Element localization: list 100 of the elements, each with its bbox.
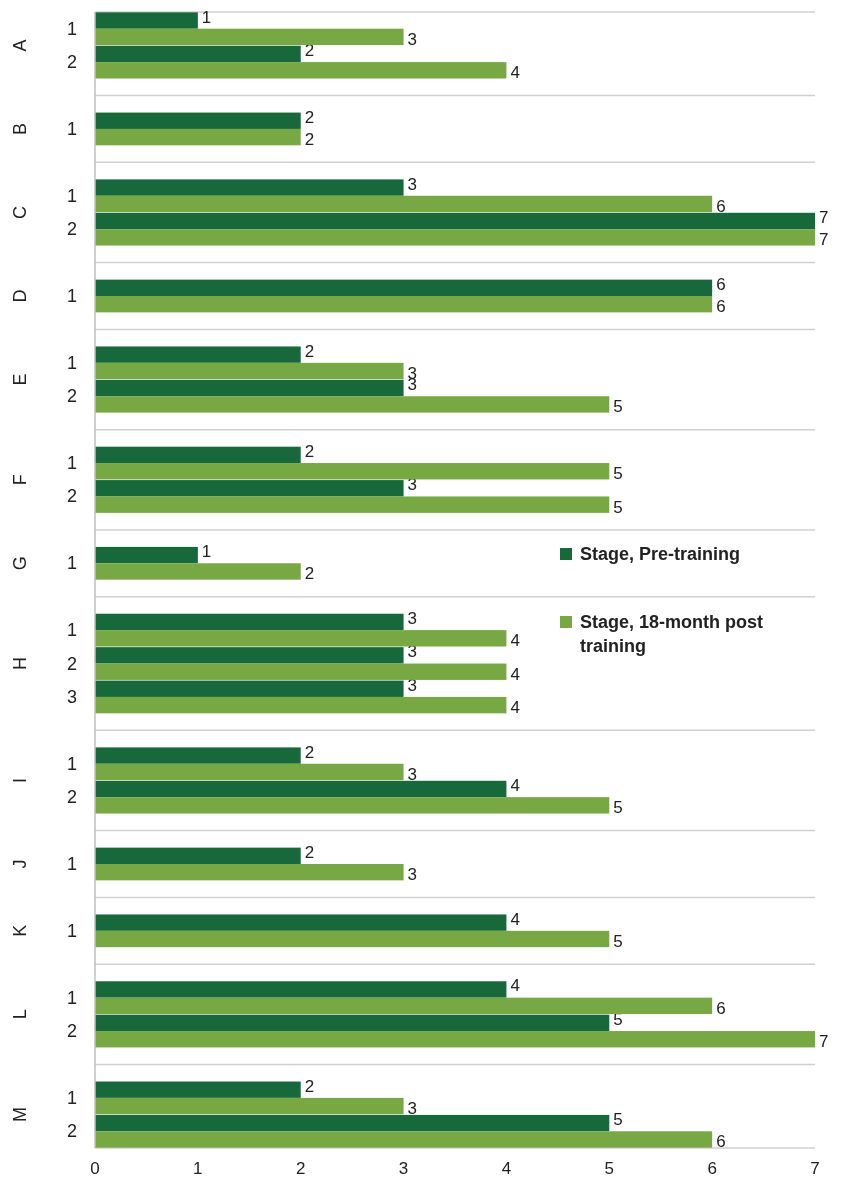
bar [95, 613, 404, 631]
bar [95, 279, 713, 296]
legend-label: Stage, 18-month post training [580, 612, 764, 656]
y-tick-label: 2 [66, 787, 78, 808]
data-label: 1 [201, 7, 212, 27]
y-tick-label: 1 [66, 620, 78, 641]
bar [95, 379, 404, 397]
y-tick-label: 1 [66, 185, 78, 206]
data-label: 3 [407, 608, 418, 628]
bar [95, 763, 404, 781]
data-label: 3 [407, 29, 418, 49]
data-label: 4 [510, 976, 520, 996]
bar [95, 864, 404, 881]
text: G [10, 556, 30, 571]
bar [95, 62, 507, 79]
data-label: 3 [407, 865, 418, 885]
y-tick-label: 2 [66, 653, 78, 674]
data-label: 2 [304, 130, 315, 150]
bar [95, 930, 610, 948]
y-tick-label: 2 [66, 219, 78, 240]
data-label: 6 [716, 196, 726, 216]
y-tick-label: 1 [66, 286, 78, 306]
bar [95, 780, 507, 798]
data-label: 2 [304, 441, 315, 461]
data-label: 1 [201, 542, 212, 562]
text: L [10, 1009, 30, 1020]
text: I [10, 777, 30, 783]
x-tick-label: 0 [90, 1159, 100, 1178]
data-label: 5 [613, 497, 623, 517]
y-tick-label: 2 [66, 1121, 78, 1142]
bar [95, 914, 507, 931]
y-tick-label: 1 [66, 352, 78, 373]
data-label: 3 [407, 675, 418, 695]
text: D [10, 289, 30, 303]
bar [95, 1114, 610, 1132]
bar [95, 696, 507, 714]
text: E [10, 373, 30, 386]
bar [95, 463, 610, 480]
data-label: 3 [407, 1099, 418, 1119]
text: F [10, 474, 30, 486]
bar [95, 496, 610, 513]
y-tick-label: 1 [66, 1087, 78, 1108]
bar [95, 797, 610, 814]
x-tick-label: 2 [295, 1159, 306, 1178]
bar [95, 847, 301, 864]
bar [95, 229, 815, 246]
bar [95, 45, 301, 63]
y-tick-label: 3 [66, 686, 78, 707]
bar [95, 563, 301, 580]
bar [95, 997, 713, 1015]
data-label: 2 [304, 341, 315, 361]
bar [95, 112, 301, 129]
y-tick-label: 2 [66, 1021, 78, 1042]
text: J [10, 859, 30, 869]
bar [95, 296, 713, 313]
data-label: 5 [613, 798, 623, 818]
bar [95, 1097, 404, 1115]
bar [95, 346, 301, 363]
text: H [10, 657, 30, 671]
data-label: 7 [819, 1032, 829, 1052]
data-label: 4 [510, 63, 520, 83]
bar [95, 212, 815, 230]
data-label: 2 [304, 107, 315, 127]
data-label: 4 [510, 775, 520, 795]
data-label: 2 [304, 842, 315, 862]
data-label: 2 [304, 742, 315, 762]
x-tick-label: 3 [398, 1159, 409, 1178]
data-label: 7 [819, 207, 829, 227]
bar [95, 630, 507, 647]
x-tick-label: 6 [707, 1159, 717, 1178]
data-label: 3 [407, 764, 418, 784]
bar [95, 546, 198, 564]
y-tick-label: 2 [66, 52, 78, 73]
bar [95, 396, 610, 413]
text: A [10, 39, 30, 52]
bar [95, 128, 301, 146]
text: C [10, 205, 30, 219]
data-label: 4 [510, 909, 520, 929]
text: K [10, 924, 30, 937]
bar [95, 195, 713, 213]
data-label: 4 [510, 664, 520, 684]
y-tick-label: 2 [66, 486, 78, 507]
data-label: 4 [510, 698, 520, 718]
data-label: 6 [716, 274, 726, 294]
legend-label: Stage, Pre-training [580, 544, 741, 564]
data-label: 5 [613, 397, 623, 417]
y-tick-label: 1 [66, 118, 78, 139]
data-label: 4 [510, 631, 520, 651]
bar [95, 1081, 301, 1098]
data-label: 2 [304, 1076, 315, 1096]
bar [95, 1031, 815, 1048]
x-tick-label: 1 [193, 1159, 203, 1178]
y-tick-label: 2 [66, 386, 78, 407]
bar [95, 647, 404, 664]
x-tick-label: 7 [810, 1159, 820, 1178]
data-label: 6 [716, 1132, 726, 1152]
bar [95, 28, 404, 46]
x-tick-label: 4 [501, 1159, 512, 1178]
data-label: 3 [407, 174, 418, 194]
bar [95, 12, 198, 29]
